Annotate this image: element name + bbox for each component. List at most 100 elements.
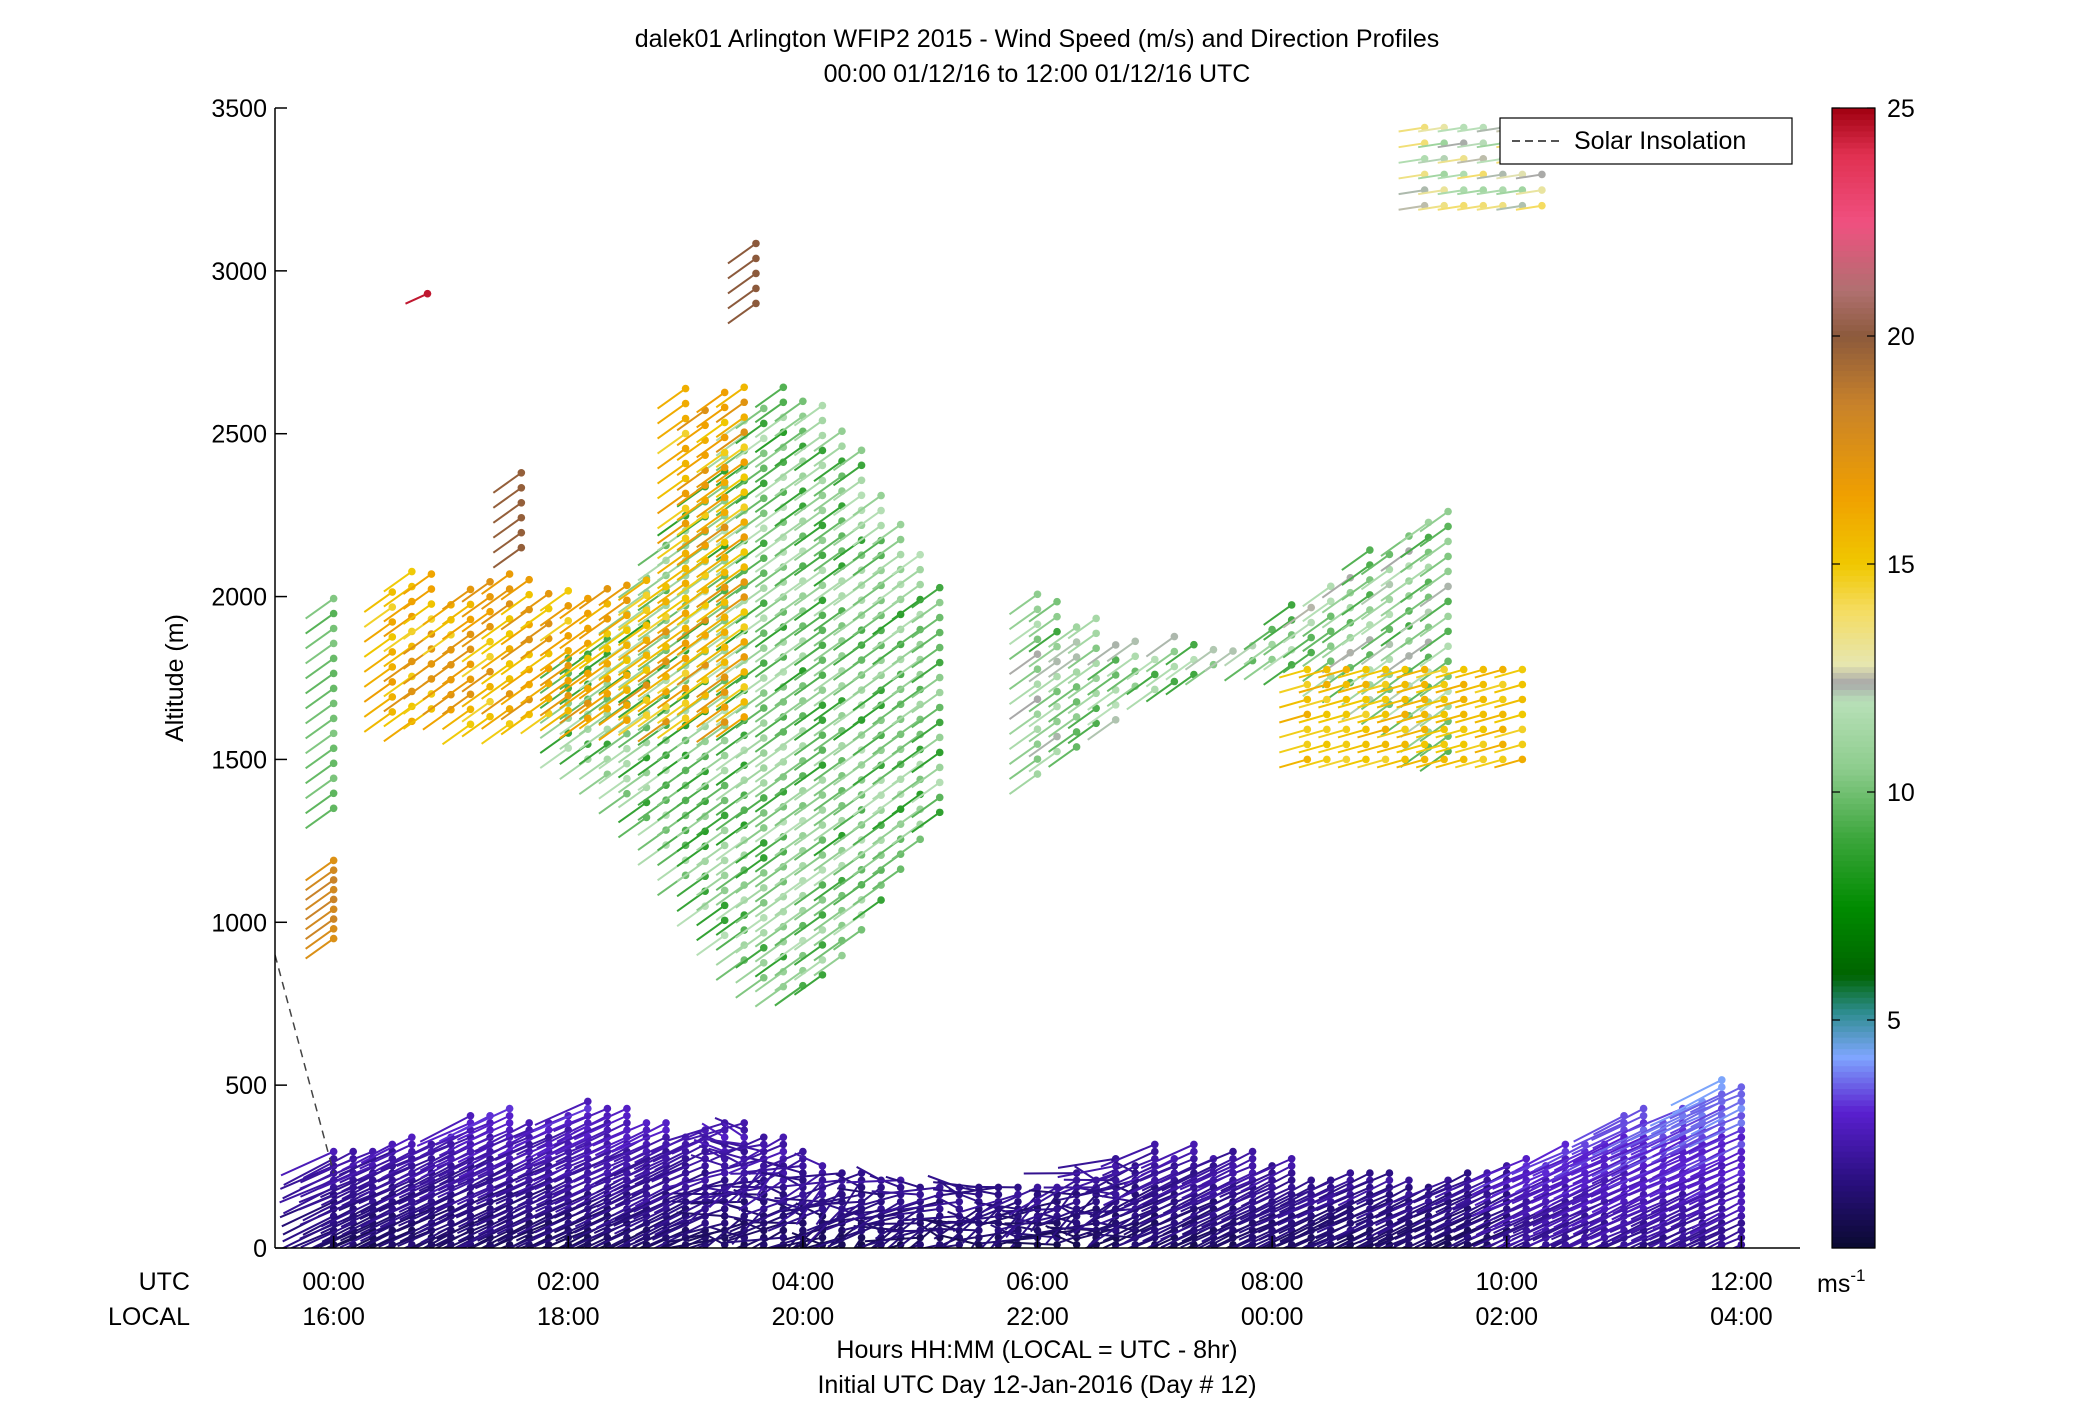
wind-barb-point	[1307, 618, 1316, 627]
wind-barb-point	[779, 952, 788, 961]
wind-barb	[791, 1231, 823, 1246]
wind-barb	[341, 1143, 393, 1172]
wind-barb	[598, 672, 628, 695]
wind-barb	[1686, 1193, 1742, 1218]
wind-barb-point	[740, 1133, 749, 1142]
wind-barb-point	[525, 590, 533, 599]
wind-barb	[1634, 1236, 1664, 1248]
wind-barb	[1551, 1157, 1605, 1184]
wind-barb	[1258, 1193, 1312, 1220]
colorbar-cell	[1832, 358, 1875, 366]
colorbar-cell	[1832, 261, 1875, 269]
wind-barb-point	[1444, 522, 1452, 531]
wind-barb	[774, 954, 804, 977]
wind-barb-point	[779, 847, 788, 856]
wind-barb-point	[740, 638, 749, 646]
wind-barb	[754, 461, 784, 484]
wind-barb	[1059, 1172, 1117, 1195]
colorbar-cell	[1832, 1168, 1875, 1175]
wind-barb	[617, 681, 648, 704]
wind-barb-point	[1440, 665, 1448, 674]
wind-barb-point	[329, 729, 338, 738]
wind-barb	[735, 902, 765, 924]
wind-barb	[437, 1172, 491, 1199]
wind-barb	[1296, 1172, 1351, 1198]
wind-barb	[1074, 1165, 1097, 1182]
wind-barb	[1666, 1172, 1723, 1196]
wind-barb	[1531, 1165, 1586, 1190]
wind-barb	[754, 940, 784, 963]
wind-barb-point	[838, 951, 846, 960]
wind-barb-point	[1303, 755, 1312, 764]
wind-barb-point	[779, 668, 788, 676]
wind-barb	[360, 1208, 413, 1235]
colorbar-cell	[1832, 609, 1875, 616]
wind-barb-point	[701, 827, 709, 836]
wind-barb	[727, 1236, 784, 1244]
wind-barb-point	[779, 533, 788, 541]
wind-barb-point	[1440, 710, 1448, 719]
colorbar-cell	[1832, 239, 1875, 246]
wind-barb	[1007, 1241, 1058, 1246]
wind-barb-point	[935, 628, 944, 637]
wind-barb	[735, 587, 765, 610]
wind-barb-point	[916, 1190, 924, 1199]
wind-barb	[715, 944, 745, 966]
wind-barb	[754, 910, 784, 933]
wind-barb	[1222, 1179, 1273, 1208]
x-tick-label-utc: 04:00	[772, 1268, 835, 1296]
y-tick-label: 3500	[211, 95, 267, 123]
wind-barb-point	[1323, 710, 1331, 719]
wind-barb-point	[720, 871, 729, 880]
wind-barb	[1316, 1222, 1371, 1248]
wind-barb-point	[1033, 605, 1042, 614]
wind-barb-point	[720, 1133, 729, 1142]
wind-barb	[1149, 1236, 1175, 1248]
colorbar-cell	[1832, 928, 1875, 936]
wind-barb	[728, 1150, 784, 1175]
wind-barb	[573, 1107, 628, 1134]
wind-barb-point	[1737, 1111, 1746, 1120]
colorbar-cell	[1832, 689, 1875, 696]
wind-barb-point	[759, 869, 768, 877]
wind-barb-point	[779, 967, 788, 976]
wind-barb-point	[1479, 680, 1488, 689]
wind-barb-point	[329, 876, 338, 884]
wind-barb-point	[544, 589, 553, 598]
colorbar-cell	[1832, 136, 1875, 143]
wind-barb	[289, 1229, 335, 1248]
colorbar-cell	[1832, 450, 1875, 457]
colorbar-cell	[1832, 940, 1875, 947]
colorbar-cell	[1832, 957, 1875, 964]
wind-barb-point	[1151, 1147, 1159, 1156]
wind-barb-point	[740, 488, 749, 496]
colorbar-cell	[1832, 1048, 1875, 1055]
colorbar-cell	[1832, 592, 1875, 599]
wind-barb-point	[329, 905, 338, 914]
colorbar-cell	[1832, 797, 1875, 804]
wind-barb-point	[1479, 695, 1488, 704]
wind-barb	[533, 1157, 589, 1182]
wind-barb-point	[1499, 665, 1507, 674]
wind-barb-point	[584, 1097, 592, 1106]
wind-barb-point	[759, 1133, 768, 1142]
wind-barb	[598, 687, 628, 710]
wind-barb-point	[329, 789, 338, 798]
wind-barb-point	[740, 578, 749, 586]
wind-barb	[1532, 1193, 1586, 1221]
wind-barb	[676, 500, 706, 523]
wind-barb-point	[1459, 755, 1468, 764]
wind-barb-point	[1303, 740, 1312, 749]
wind-barb-point	[701, 812, 709, 821]
wind-barb	[282, 1215, 335, 1243]
wind-barb	[1593, 1107, 1645, 1136]
wind-barb-point	[720, 673, 729, 681]
wind-barb	[785, 1172, 843, 1180]
wind-barb-point	[759, 973, 768, 982]
wind-barb-point	[564, 661, 573, 670]
wind-barb-point	[1444, 657, 1452, 666]
wind-barb-point	[466, 630, 475, 639]
wind-barb	[533, 1143, 589, 1168]
wind-barb-point	[916, 550, 924, 559]
